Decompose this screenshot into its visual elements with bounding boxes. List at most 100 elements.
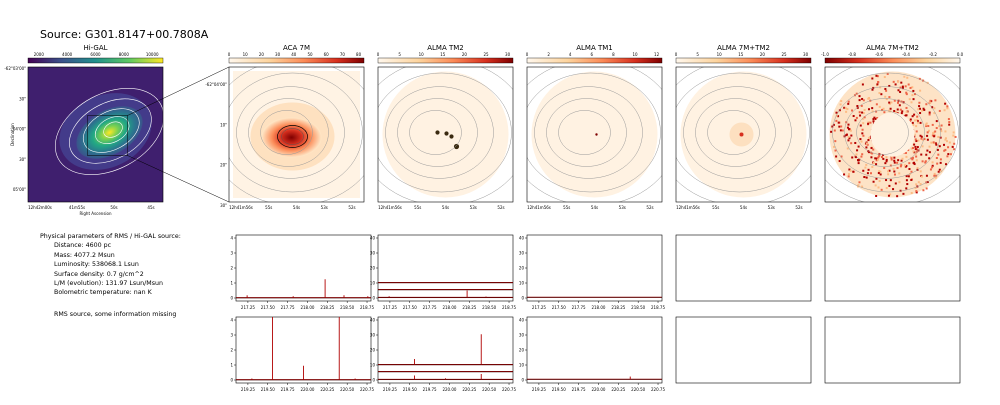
noise-pixel bbox=[905, 179, 908, 182]
noise-pixel bbox=[830, 130, 833, 133]
noise-pixel bbox=[859, 138, 862, 141]
noise-pixel bbox=[904, 165, 907, 168]
noise-pixel bbox=[938, 168, 941, 171]
noise-pixel bbox=[915, 183, 918, 186]
colorbar-tick-label: 4000 bbox=[62, 52, 73, 57]
noise-pixel bbox=[866, 172, 869, 175]
noise-pixel bbox=[878, 154, 881, 157]
noise-pixel bbox=[909, 86, 912, 89]
spectrum-panel bbox=[675, 234, 812, 302]
x-tick-label: 52s bbox=[348, 205, 355, 210]
colorbar-tick-label: 12 bbox=[654, 52, 660, 57]
x-tick-label: 53s bbox=[768, 205, 775, 210]
noise-pixel bbox=[865, 176, 868, 179]
noise-pixel bbox=[854, 141, 857, 144]
noise-pixel bbox=[931, 166, 934, 169]
compact-source bbox=[453, 143, 460, 150]
x-tick-label: 217.50 bbox=[261, 305, 275, 310]
noise-pixel bbox=[952, 134, 955, 137]
noise-pixel bbox=[917, 108, 920, 111]
x-tick-label: 217.25 bbox=[532, 305, 546, 310]
aca-beam-contour bbox=[277, 125, 308, 148]
noise-pixel bbox=[905, 175, 908, 178]
spectrum-panel bbox=[824, 234, 961, 302]
noise-pixel bbox=[865, 142, 868, 145]
noise-pixel bbox=[921, 138, 924, 141]
x-tick-label: 52s bbox=[646, 205, 653, 210]
noise-pixel bbox=[893, 159, 896, 162]
spectrum-frame bbox=[377, 316, 514, 384]
x-tick-label: 54s bbox=[591, 205, 598, 210]
noise-pixel bbox=[944, 138, 947, 141]
noise-pixel bbox=[881, 108, 884, 111]
noise-pixel bbox=[898, 172, 901, 175]
x-tick-label: 219.25 bbox=[241, 387, 255, 392]
noise-pixel bbox=[889, 164, 892, 167]
noise-pixel bbox=[934, 130, 937, 133]
noise-pixel bbox=[887, 194, 890, 197]
noise-pixel bbox=[858, 181, 861, 184]
noise-pixel bbox=[888, 102, 891, 105]
panel-frame-tm2 bbox=[377, 66, 514, 203]
noise-pixel bbox=[919, 134, 922, 137]
noise-pixel bbox=[857, 162, 860, 165]
spectrum-panel: 0 1 2 3 4 219.25 219.50 219.75 220.00 220.25 220.5… bbox=[230, 316, 374, 392]
colorbar-tick-label: 30 bbox=[803, 52, 809, 57]
noise-pixel bbox=[840, 155, 843, 158]
noise-pixel bbox=[947, 118, 950, 121]
panel-frame-tm1 bbox=[526, 66, 663, 203]
noise-pixel bbox=[947, 153, 950, 156]
noise-pixel bbox=[897, 89, 900, 92]
noise-pixel bbox=[917, 139, 920, 142]
x-tick-label: 219.75 bbox=[423, 387, 437, 392]
x-tick-label: 220.75 bbox=[502, 387, 516, 392]
noise-pixel bbox=[879, 86, 882, 89]
y-tick-label: 0 bbox=[521, 296, 524, 301]
noise-pixel bbox=[936, 162, 939, 165]
noise-pixel bbox=[910, 101, 913, 104]
noise-pixel bbox=[847, 175, 850, 178]
y-tick-label: 40 bbox=[370, 318, 376, 323]
noise-pixel bbox=[919, 121, 922, 124]
spectrum-frame bbox=[377, 234, 514, 302]
image-aca7m bbox=[229, 67, 364, 202]
noise-pixel bbox=[888, 96, 891, 99]
noise-pixel bbox=[867, 108, 870, 111]
noise-pixel bbox=[913, 163, 916, 166]
noise-pixel bbox=[933, 174, 936, 177]
noise-pixel bbox=[861, 128, 864, 131]
noise-pixel bbox=[919, 112, 922, 115]
hi-gal-contour bbox=[378, 72, 512, 193]
noise-pixel bbox=[897, 80, 900, 83]
x-tick-label: 220.00 bbox=[300, 387, 314, 392]
spectrum-panel: 0 10 20 30 40 217.25 217.50 217.75 218.00 218.25 2… bbox=[519, 234, 665, 310]
x-tick-label: 217.50 bbox=[403, 305, 417, 310]
noise-pixel bbox=[857, 145, 860, 148]
noise-pixel bbox=[931, 164, 934, 167]
colorbar-tm2 bbox=[377, 57, 514, 64]
noise-pixel bbox=[851, 156, 854, 159]
noise-pixel bbox=[888, 169, 891, 172]
noise-pixel bbox=[893, 99, 896, 102]
y-tick-label: 20 bbox=[519, 266, 525, 271]
y-tick-label: 0 bbox=[372, 378, 375, 383]
noise-pixel bbox=[943, 109, 946, 112]
x-tick-label: 217.75 bbox=[572, 305, 586, 310]
x-tick-label: 218.50 bbox=[340, 305, 354, 310]
y-tick-label: 4 bbox=[230, 236, 233, 241]
noise-pixel bbox=[875, 163, 878, 166]
noise-pixel bbox=[929, 99, 932, 102]
noise-pixel bbox=[892, 167, 895, 170]
noise-pixel bbox=[911, 86, 914, 89]
noise-pixel bbox=[899, 108, 902, 111]
noise-pixel bbox=[871, 110, 874, 113]
noise-pixel bbox=[859, 124, 862, 127]
panel-tm1: ALMA TM1 0 2 4 6 8 10 12 12h41m56s 55s 54s 53s 52s bbox=[526, 44, 663, 210]
noise-pixel bbox=[924, 123, 927, 126]
noise-pixel bbox=[901, 87, 904, 90]
noise-pixel bbox=[839, 103, 842, 106]
y-tick-label: 10 bbox=[370, 363, 376, 368]
noise-pixel bbox=[940, 130, 943, 133]
noise-pixel bbox=[905, 155, 908, 158]
noise-pixel bbox=[871, 165, 874, 168]
